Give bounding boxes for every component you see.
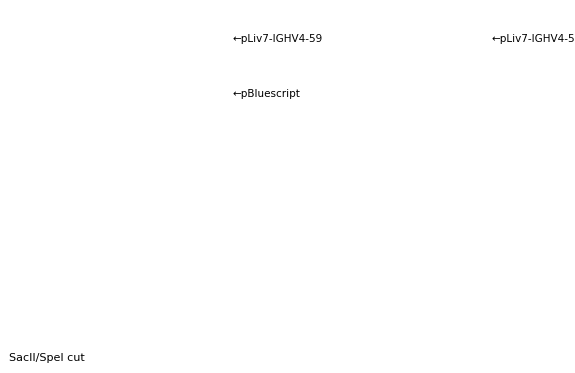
Text: SacII/SpeI cut: SacII/SpeI cut	[9, 353, 85, 363]
Text: ←pLiv7-IGHV4-59: ←pLiv7-IGHV4-59	[233, 34, 323, 44]
Text: ←pBluescript: ←pBluescript	[233, 89, 301, 99]
Text: ←pLiv7-IGHV4-59: ←pLiv7-IGHV4-59	[492, 34, 575, 44]
